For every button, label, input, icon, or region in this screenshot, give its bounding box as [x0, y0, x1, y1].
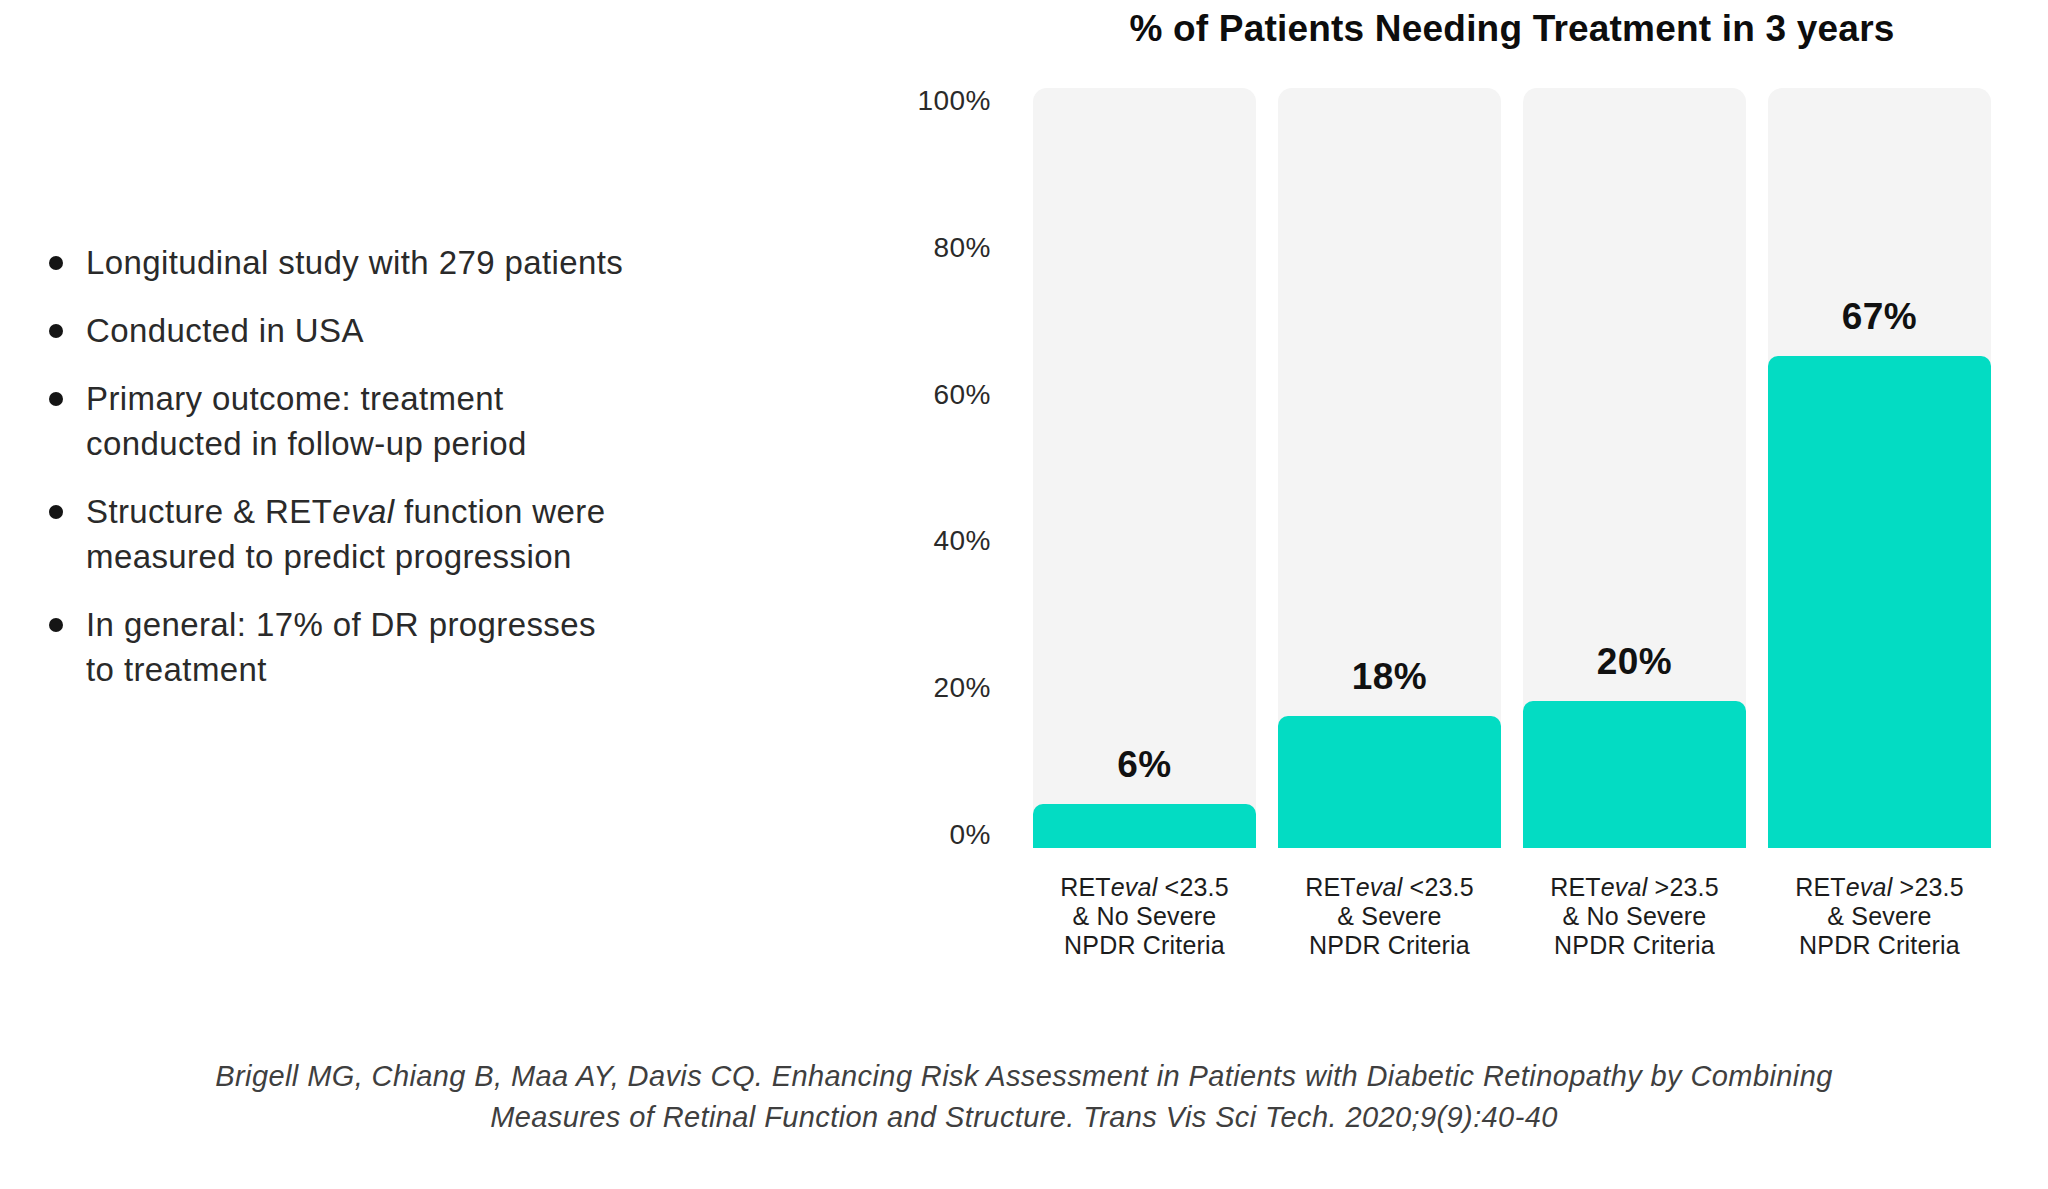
- bullet-line: Longitudinal study with 279 patients: [86, 240, 720, 285]
- bar-value-label: 18%: [1278, 656, 1501, 698]
- x-category-label: RETeval >23.5& SevereNPDR Criteria: [1768, 873, 1991, 960]
- text-run: & Severe: [1827, 902, 1931, 930]
- text-run: >23.5: [1892, 873, 1963, 901]
- x-category-line: RETeval >23.5: [1768, 873, 1991, 902]
- text-run: & No Severe: [1563, 902, 1707, 930]
- text-run: RET: [1305, 873, 1356, 901]
- x-category-line: RETeval <23.5: [1278, 873, 1501, 902]
- text-run: NPDR Criteria: [1309, 931, 1470, 959]
- bullet-line: Primary outcome: treatment: [86, 376, 720, 421]
- italic-text-run: eval: [1356, 873, 1403, 901]
- bar: [1523, 701, 1746, 848]
- x-category-label: RETeval >23.5& No SevereNPDR Criteria: [1523, 873, 1746, 960]
- text-run: & No Severe: [1073, 902, 1217, 930]
- bar-track: 20%: [1523, 88, 1746, 848]
- bullet-line: Structure & RETeval function were: [86, 489, 720, 534]
- bullet-line: to treatment: [86, 647, 720, 692]
- text-run: >23.5: [1647, 873, 1718, 901]
- bullet-item: Structure & RETeval function were measure…: [40, 489, 720, 579]
- bar-value-label: 20%: [1523, 641, 1746, 683]
- x-category-line: NPDR Criteria: [1033, 931, 1256, 960]
- bullet-line: Conducted in USA: [86, 308, 720, 353]
- x-category-line: & Severe: [1278, 902, 1501, 931]
- y-axis: 100% 80% 60% 40% 20% 0%: [848, 88, 1013, 848]
- bullet-item: In general: 17% of DR progresses to treat…: [40, 602, 720, 692]
- chart-title: % of Patients Needing Treatment in 3 yea…: [1033, 8, 1991, 50]
- x-axis: RETeval <23.5& No SevereNPDR CriteriaRET…: [1033, 873, 1991, 960]
- text-run: NPDR Criteria: [1799, 931, 1960, 959]
- citation-line-2: Measures of Retinal Function and Structu…: [0, 1097, 2048, 1138]
- y-tick-label: 0%: [851, 821, 991, 849]
- y-tick-label: 40%: [851, 527, 991, 555]
- bar-value-label: 6%: [1033, 744, 1256, 786]
- italic-text-run: eval: [332, 493, 394, 530]
- bar-track: 67%: [1768, 88, 1991, 848]
- italic-text-run: eval: [1846, 873, 1893, 901]
- italic-text-run: eval: [1111, 873, 1158, 901]
- y-tick-label: 100%: [851, 87, 991, 115]
- bar: [1278, 716, 1501, 848]
- bullet-line: conducted in follow-up period: [86, 421, 720, 466]
- text-run: In general: 17% of DR progresses: [86, 606, 596, 643]
- text-run: <23.5: [1157, 873, 1228, 901]
- x-category-label: RETeval <23.5& No SevereNPDR Criteria: [1033, 873, 1256, 960]
- bullet-line: measured to predict progression: [86, 534, 720, 579]
- bullet-item: Primary outcome: treatment conducted in f…: [40, 376, 720, 466]
- x-category-line: & Severe: [1768, 902, 1991, 931]
- text-run: function were: [394, 493, 605, 530]
- text-run: RET: [1060, 873, 1111, 901]
- study-bullet-list: Longitudinal study with 279 patients Cond…: [40, 240, 720, 715]
- text-run: measured to predict progression: [86, 538, 572, 575]
- y-tick-label: 80%: [851, 234, 991, 262]
- text-run: Longitudinal study with 279 patients: [86, 244, 623, 281]
- text-run: to treatment: [86, 651, 267, 688]
- citation: Brigell MG, Chiang B, Maa AY, Davis CQ. …: [0, 1056, 2048, 1138]
- plot-columns: 6% 18% 20% 67%: [1033, 88, 1991, 848]
- bullet-item: Longitudinal study with 279 patients: [40, 240, 720, 285]
- x-category-line: RETeval >23.5: [1523, 873, 1746, 902]
- text-run: Structure & RET: [86, 493, 332, 530]
- x-category-line: RETeval <23.5: [1033, 873, 1256, 902]
- x-category-line: NPDR Criteria: [1278, 931, 1501, 960]
- y-tick-label: 60%: [851, 381, 991, 409]
- bar: [1768, 356, 1991, 848]
- text-run: NPDR Criteria: [1554, 931, 1715, 959]
- text-run: NPDR Criteria: [1064, 931, 1225, 959]
- bar-value-label: 67%: [1768, 296, 1991, 338]
- text-run: RET: [1550, 873, 1601, 901]
- bar-track: 18%: [1278, 88, 1501, 848]
- text-run: Conducted in USA: [86, 312, 364, 349]
- x-category-line: & No Severe: [1033, 902, 1256, 931]
- chart-plot: 100%80%60%40%20%0% 6%18%20%67%: [1033, 88, 1991, 848]
- citation-line-1: Brigell MG, Chiang B, Maa AY, Davis CQ. …: [0, 1056, 2048, 1097]
- bar: [1033, 804, 1256, 848]
- text-run: <23.5: [1402, 873, 1473, 901]
- text-run: RET: [1795, 873, 1846, 901]
- bullet-item: Conducted in USA: [40, 308, 720, 353]
- x-category-line: NPDR Criteria: [1768, 931, 1991, 960]
- y-tick-label: 20%: [851, 674, 991, 702]
- x-category-line: NPDR Criteria: [1523, 931, 1746, 960]
- text-run: & Severe: [1337, 902, 1441, 930]
- x-category-label: RETeval <23.5& SevereNPDR Criteria: [1278, 873, 1501, 960]
- x-category-line: & No Severe: [1523, 902, 1746, 931]
- text-run: conducted in follow-up period: [86, 425, 527, 462]
- bullet-line: In general: 17% of DR progresses: [86, 602, 720, 647]
- bar-track: 6%: [1033, 88, 1256, 848]
- text-run: Primary outcome: treatment: [86, 380, 504, 417]
- italic-text-run: eval: [1601, 873, 1648, 901]
